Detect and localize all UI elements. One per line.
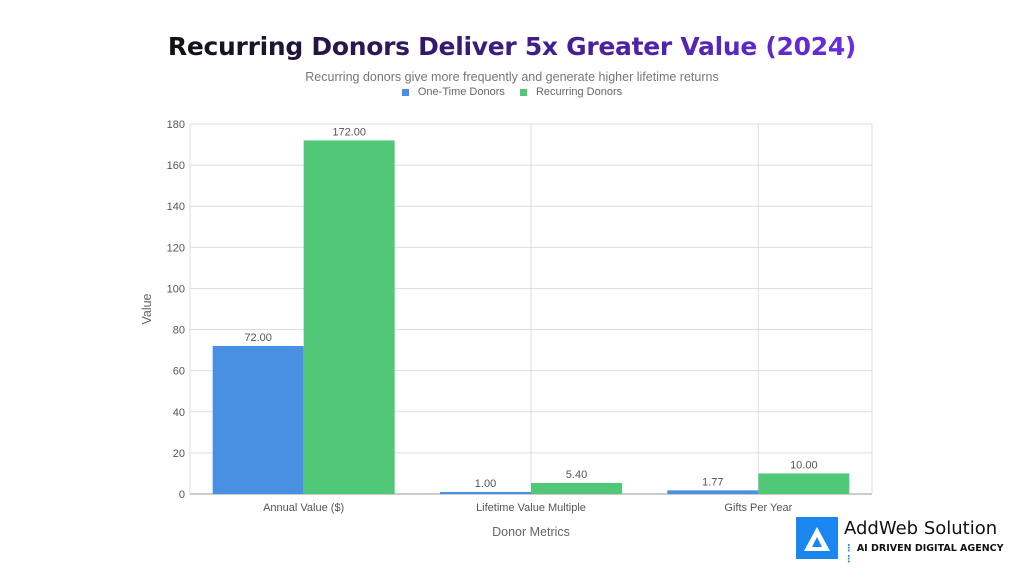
data-label: 72.00 bbox=[244, 332, 272, 344]
legend-item-recurring: Recurring Donors bbox=[519, 86, 623, 98]
bar-recurring bbox=[531, 482, 622, 494]
data-label: 5.40 bbox=[566, 469, 587, 481]
data-label: 1.00 bbox=[475, 478, 496, 490]
y-tick-label: 0 bbox=[179, 489, 185, 501]
data-label: 1.77 bbox=[702, 476, 723, 488]
logo-mark-icon bbox=[796, 517, 838, 559]
legend: One-Time Donors Recurring Donors bbox=[0, 86, 1024, 99]
chart-subtitle: Recurring donors give more frequently an… bbox=[305, 70, 719, 84]
data-label: 10.00 bbox=[790, 459, 818, 471]
bar-recurring bbox=[758, 473, 850, 494]
y-tick-label: 120 bbox=[167, 242, 185, 254]
logo-name: AddWeb Solution bbox=[844, 518, 998, 539]
legend-item-one-time: One-Time Donors bbox=[401, 86, 505, 98]
y-axis-title: Value bbox=[140, 293, 154, 324]
chart-title: Recurring Donors Deliver 5x Greater Valu… bbox=[167, 32, 857, 61]
y-tick-label: 160 bbox=[167, 160, 185, 172]
bar-one-time bbox=[440, 491, 531, 494]
logo-tagline: ⋮ AI DRIVEN DIGITAL AGENCY ⋮ bbox=[844, 543, 1004, 565]
legend-label: Recurring Donors bbox=[535, 86, 623, 98]
x-tick-label: Lifetime Value Multiple bbox=[476, 502, 586, 514]
bar-recurring bbox=[303, 140, 395, 494]
bar-one-time bbox=[212, 346, 304, 494]
bar-one-time bbox=[667, 490, 759, 494]
y-tick-label: 180 bbox=[167, 119, 185, 131]
y-tick-label: 20 bbox=[173, 448, 185, 460]
y-tick-label: 100 bbox=[167, 283, 185, 295]
legend-label: One-Time Donors bbox=[417, 86, 505, 98]
x-tick-label: Gifts Per Year bbox=[724, 502, 792, 514]
legend-swatch bbox=[401, 88, 409, 96]
y-tick-label: 80 bbox=[173, 325, 185, 337]
y-tick-label: 40 bbox=[173, 407, 185, 419]
data-label: 172.00 bbox=[332, 126, 366, 138]
y-tick-label: 60 bbox=[173, 366, 185, 378]
x-axis-title: Donor Metrics bbox=[492, 525, 570, 539]
x-tick-label: Annual Value ($) bbox=[263, 502, 344, 514]
y-tick-label: 140 bbox=[167, 201, 185, 213]
addweb-logo: AddWeb Solution ⋮ AI DRIVEN DIGITAL AGEN… bbox=[796, 517, 1016, 565]
legend-swatch bbox=[519, 88, 527, 96]
